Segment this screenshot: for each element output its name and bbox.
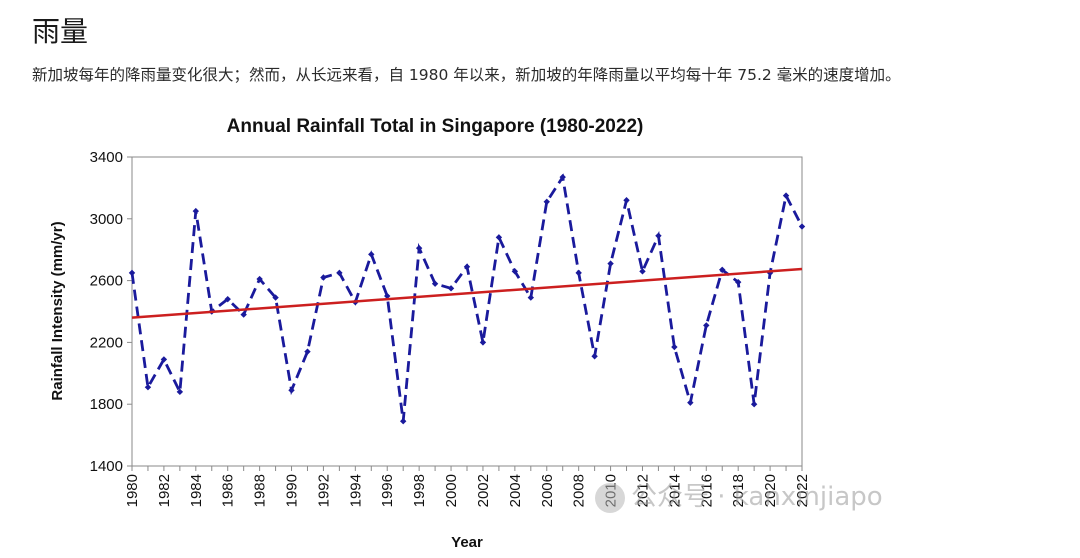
x-axis-ticks: 1980 1982 1984 1986 1988 1990 1992 1994 1996 1998… (124, 466, 811, 507)
data-point (495, 234, 503, 241)
y-tick-label: 3400 (90, 149, 123, 166)
data-point (671, 343, 678, 351)
data-point (320, 274, 327, 281)
data-point (703, 322, 710, 329)
data-point (176, 388, 184, 396)
page-subtitle: 新加坡每年的降雨量变化很大；然而，从长远来看，自 1980 年以来，新加坡的年降… (32, 66, 901, 84)
x-tick-label: 2012 (634, 474, 651, 507)
data-point (511, 268, 519, 275)
x-tick-label: 2018 (730, 474, 747, 507)
page-heading: 雨量 (32, 15, 89, 48)
watermark: 公众号 · kanxinjiapo (595, 476, 883, 513)
data-point (782, 192, 790, 199)
series-layer (128, 173, 806, 425)
x-tick-label: 2002 (475, 474, 492, 507)
data-point (750, 401, 758, 408)
rainfall-series-line (130, 173, 804, 422)
y-tick-label: 2600 (90, 273, 123, 290)
data-point (655, 232, 662, 239)
data-point (415, 244, 423, 252)
watermark-text: 公众号 · kanxinjiapo (631, 482, 883, 512)
data-point (623, 197, 630, 204)
data-point (304, 348, 311, 355)
data-point (447, 285, 455, 292)
chart-title: Annual Rainfall Total in Singapore (1980… (227, 116, 644, 137)
x-tick-label: 2006 (539, 474, 556, 507)
y-tick-label: 1800 (90, 396, 123, 413)
data-point (384, 292, 391, 300)
data-point (798, 223, 806, 230)
data-point (240, 311, 247, 318)
x-tick-label: 1992 (315, 474, 332, 507)
data-point (399, 417, 407, 425)
y-tick-label: 2200 (90, 334, 123, 351)
x-tick-label: 1986 (220, 474, 237, 507)
data-point (687, 399, 694, 406)
x-tick-label: 2008 (571, 474, 588, 507)
x-tick-label: 1988 (252, 474, 269, 507)
x-tick-label: 1982 (156, 474, 173, 507)
data-point (192, 207, 200, 215)
x-tick-label: 1984 (188, 474, 205, 507)
y-tick-label: 3000 (90, 211, 123, 228)
data-point (336, 269, 343, 277)
data-point (256, 275, 263, 283)
data-point (463, 263, 471, 270)
x-axis-label: Year (451, 534, 483, 551)
trend-line (131, 267, 803, 319)
y-tick-label: 1400 (90, 458, 123, 475)
data-point (479, 339, 487, 346)
x-tick-label: 2020 (762, 474, 779, 507)
data-point (543, 198, 550, 206)
data-point (288, 387, 295, 394)
data-point (160, 356, 168, 363)
x-tick-label: 2016 (698, 474, 715, 507)
x-tick-label: 2014 (666, 474, 683, 507)
x-tick-label: 1980 (124, 474, 141, 507)
y-axis-ticks: 1400 1800 2200 2600 3000 3400 (90, 149, 132, 475)
data-point (224, 295, 231, 303)
data-point (559, 173, 566, 181)
data-point (431, 280, 439, 287)
data-point (527, 294, 535, 301)
data-point (734, 278, 742, 286)
x-tick-label: 2000 (443, 474, 460, 507)
x-tick-label: 1994 (347, 474, 364, 507)
x-tick-label: 2022 (794, 474, 811, 507)
data-point (607, 260, 614, 267)
wechat-icon (595, 482, 625, 513)
data-point (639, 268, 646, 275)
x-tick-label: 2004 (507, 474, 524, 507)
x-tick-label: 1998 (411, 474, 428, 507)
data-point (575, 269, 582, 277)
x-tick-label: 1996 (379, 474, 396, 507)
data-point (144, 384, 152, 391)
y-axis-label: Rainfall Intensity (mm/yr) (49, 221, 66, 400)
data-point (128, 269, 136, 277)
data-point (591, 353, 598, 360)
x-tick-label: 1990 (284, 474, 301, 507)
data-point (368, 251, 375, 258)
data-point (719, 266, 726, 273)
data-point (272, 294, 279, 301)
